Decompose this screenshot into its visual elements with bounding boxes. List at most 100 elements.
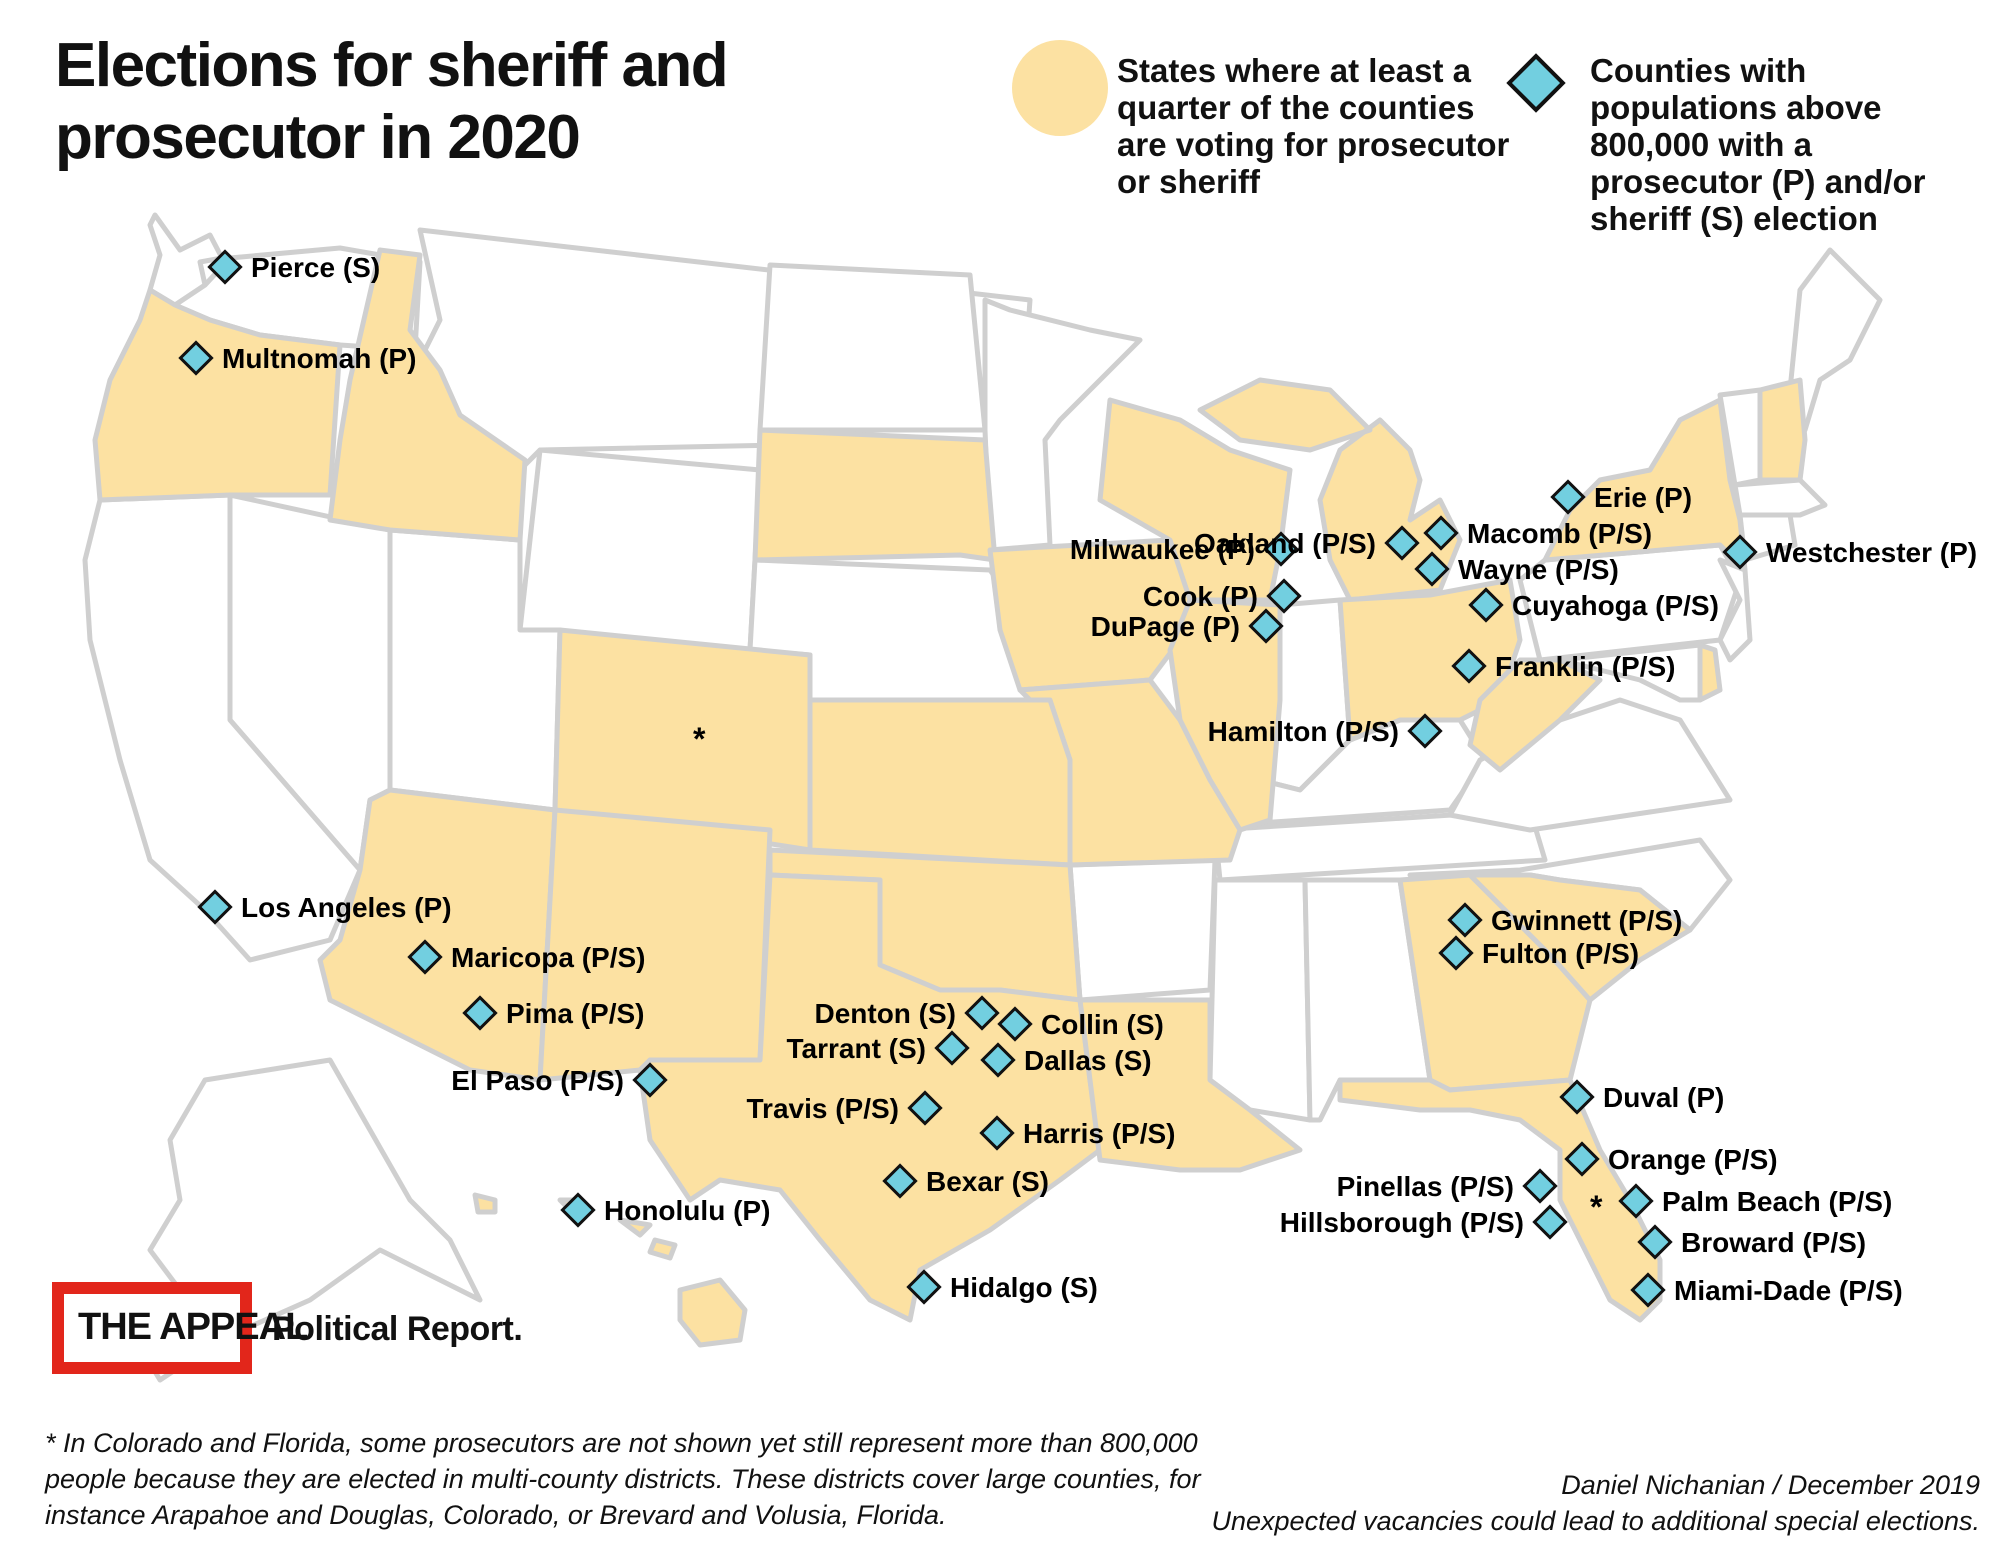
state-wisconsin: [1097, 397, 1293, 603]
legend-state-label: States where at least a quarter of the c…: [1117, 52, 1510, 200]
county-marker-multnomah-p: Multnomah (P): [178, 340, 416, 376]
county-marker-macomb-p-s: Macomb (P/S): [1423, 515, 1652, 551]
county-diamond-icon: [964, 995, 1000, 1031]
credit-author: Daniel Nichanian / December 2019: [1561, 1470, 1980, 1500]
county-marker-honolulu-p: Honolulu (P): [560, 1192, 770, 1228]
county-diamond-icon: [1618, 1183, 1654, 1219]
county-diamond-icon: [1468, 587, 1504, 623]
county-marker-pinellas-p-s: Pinellas (P/S): [1337, 1168, 1558, 1204]
county-diamond-icon: [407, 939, 443, 975]
county-marker-travis-p-s: Travis (P/S): [746, 1090, 943, 1126]
state-massachusetts: [1732, 477, 1828, 518]
county-label: Gwinnett (P/S): [1491, 905, 1682, 936]
county-marker-duval-p: Duval (P): [1559, 1079, 1724, 1115]
county-diamond-icon: [197, 889, 233, 925]
county-diamond-icon: [560, 1192, 596, 1228]
county-marker-dupage-p: DuPage (P): [1091, 608, 1284, 644]
county-marker-orange-p-s: Orange (P/S): [1564, 1141, 1778, 1177]
state-hawaii-big-island: [677, 1277, 748, 1348]
county-marker-palm-beach-p-s: Palm Beach (P/S): [1618, 1183, 1892, 1219]
county-label: Macomb (P/S): [1467, 518, 1652, 549]
asterisk-colorado: *: [693, 721, 706, 757]
legend-state-swatch: [1012, 40, 1108, 136]
county-label: DuPage (P): [1091, 611, 1240, 642]
county-label: Maricopa (P/S): [451, 942, 645, 973]
county-diamond-icon: [1564, 1141, 1600, 1177]
county-label: Pinellas (P/S): [1337, 1171, 1514, 1202]
county-diamond-icon: [980, 1042, 1016, 1078]
county-diamond-icon: [207, 249, 243, 285]
county-marker-hamilton-p-s: Hamilton (P/S): [1208, 713, 1443, 749]
county-label: Oakland (P/S): [1194, 528, 1376, 559]
logo-tagline: Political Report.: [272, 1310, 523, 1348]
footnote: * In Colorado and Florida, some prosecut…: [45, 1428, 1201, 1530]
county-diamond-icon: [1630, 1272, 1666, 1308]
county-marker-broward-p-s: Broward (P/S): [1637, 1224, 1866, 1260]
map-title: Elections for sheriff and prosecutor in …: [55, 31, 729, 172]
county-label: Pierce (S): [251, 252, 380, 283]
county-label: Los Angeles (P): [241, 892, 452, 923]
county-diamond-icon: [632, 1062, 668, 1098]
county-diamond-icon: [1550, 479, 1586, 515]
county-diamond-icon: [882, 1163, 918, 1199]
credit-note: Unexpected vacancies could lead to addit…: [1211, 1506, 1981, 1536]
county-label: Westchester (P): [1766, 537, 1977, 568]
county-marker-franklin-p-s: Franklin (P/S): [1451, 648, 1675, 684]
county-diamond-icon: [934, 1030, 970, 1066]
credit-block: Daniel Nichanian / December 2019 Unexpec…: [1080, 1467, 1981, 1539]
county-label: Pima (P/S): [506, 998, 644, 1029]
county-marker-cuyahoga-p-s: Cuyahoga (P/S): [1468, 587, 1719, 623]
county-marker-westchester-p: Westchester (P): [1722, 534, 1977, 570]
county-marker-fulton-p-s: Fulton (P/S): [1438, 935, 1639, 971]
county-label: Broward (P/S): [1681, 1227, 1866, 1258]
asterisk-florida: *: [1590, 1189, 1603, 1225]
state-california: [82, 492, 363, 963]
county-marker-harris-p-s: Harris (P/S): [979, 1115, 1176, 1151]
county-diamond-icon: [997, 1006, 1033, 1042]
legend-county-diamond: [1506, 53, 1566, 113]
county-marker-tarrant-s: Tarrant (S): [787, 1030, 970, 1066]
county-diamond-icon: [1451, 648, 1487, 684]
state-mississippi: [1207, 877, 1313, 1123]
county-diamond-icon: [1447, 902, 1483, 938]
state-west-virginia: [1467, 657, 1603, 773]
county-marker-denton-s: Denton (S): [814, 995, 1000, 1031]
state-south-carolina: [1467, 872, 1693, 1003]
state-kansas: [807, 697, 1073, 868]
county-diamond-icon: [1438, 935, 1474, 971]
county-label: Duval (P): [1603, 1082, 1724, 1113]
county-label: Collin (S): [1041, 1009, 1164, 1040]
county-marker-hidalgo-s: Hidalgo (S): [906, 1269, 1098, 1305]
county-diamond-icon: [1384, 525, 1420, 561]
county-label: Orange (P/S): [1608, 1144, 1778, 1175]
county-label: Hamilton (P/S): [1208, 716, 1399, 747]
state-new-hampshire: [1757, 377, 1808, 483]
county-diamond-icon: [979, 1115, 1015, 1151]
county-label: Harris (P/S): [1023, 1118, 1176, 1149]
county-diamond-icon: [1637, 1224, 1673, 1260]
county-diamond-icon: [1423, 515, 1459, 551]
county-marker-milwaukee-p: Milwaukee (P): [1070, 531, 1299, 567]
county-diamond-icon: [1522, 1168, 1558, 1204]
state-north-dakota: [757, 262, 988, 433]
logo-frame: [52, 1282, 252, 1374]
county-diamond-icon: [1532, 1204, 1568, 1240]
county-marker-collin-s: Collin (S): [997, 1006, 1164, 1042]
county-label: Fulton (P/S): [1482, 938, 1639, 969]
county-marker-dallas-s: Dallas (S): [980, 1042, 1152, 1078]
county-label: Denton (S): [814, 998, 956, 1029]
county-label: Cook (P): [1143, 581, 1258, 612]
county-label: Wayne (P/S): [1458, 554, 1619, 585]
county-marker-bexar-s: Bexar (S): [882, 1163, 1049, 1199]
county-diamond-icon: [462, 995, 498, 1031]
county-label: Multnomah (P): [222, 343, 416, 374]
state-idaho: [327, 247, 528, 543]
state-tennessee: [1212, 807, 1548, 883]
county-label: Honolulu (P): [604, 1195, 770, 1226]
county-label: Franklin (P/S): [1495, 651, 1675, 682]
state-virginia: [1447, 697, 1733, 833]
legend-county-label: Counties with populations above 800,000 …: [1590, 52, 1926, 237]
county-label: Tarrant (S): [787, 1033, 927, 1064]
county-diamond-icon: [907, 1090, 943, 1126]
